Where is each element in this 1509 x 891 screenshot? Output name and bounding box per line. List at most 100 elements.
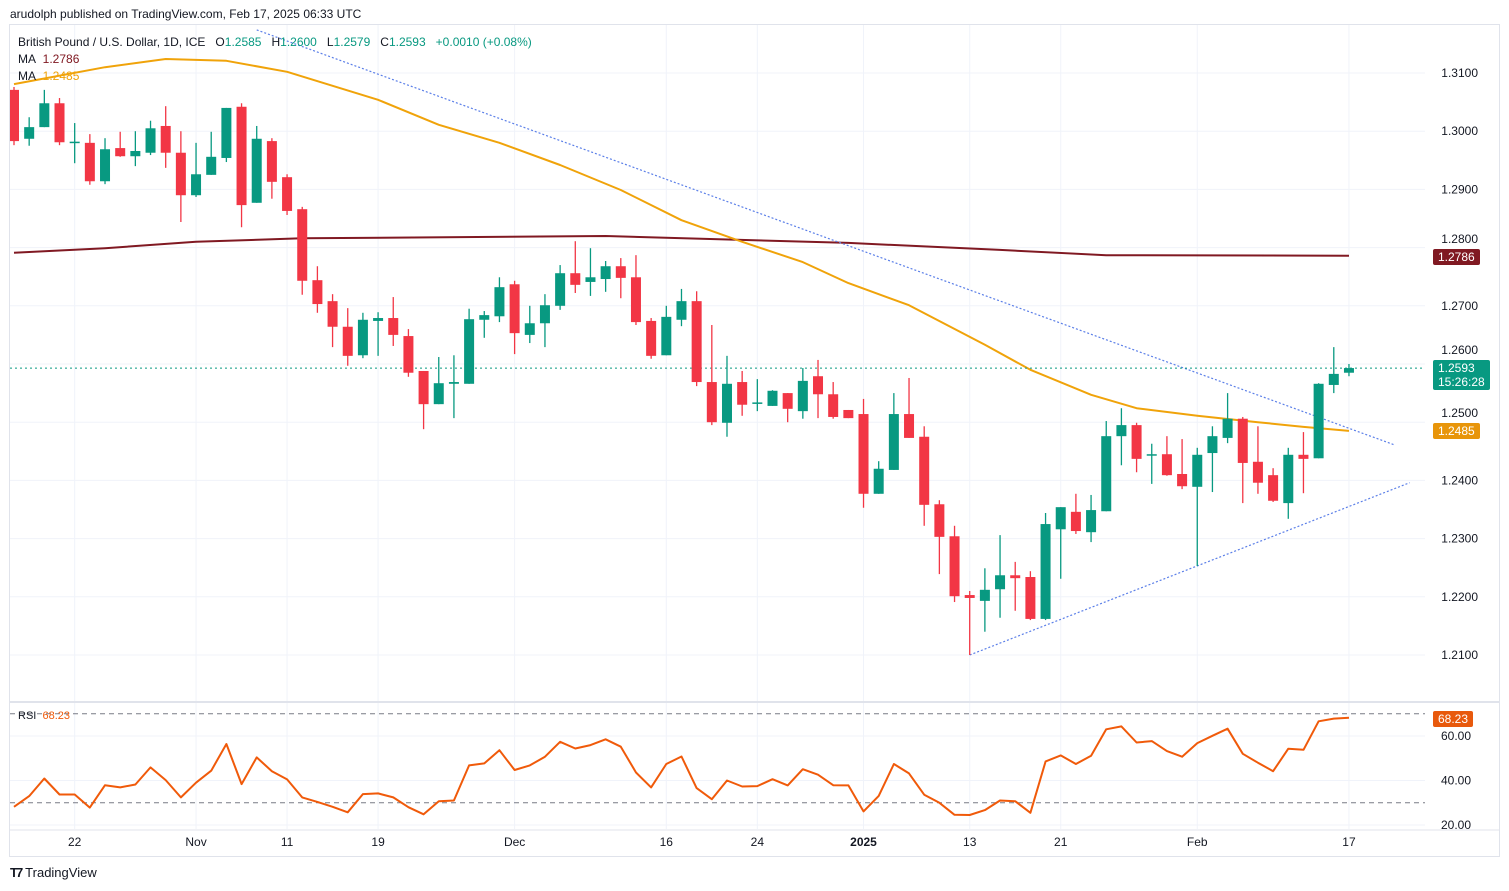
candle[interactable] [873, 461, 884, 494]
candle[interactable] [403, 329, 414, 377]
candle[interactable] [813, 359, 824, 419]
candle[interactable] [1055, 507, 1066, 579]
candle[interactable] [251, 125, 262, 203]
candle[interactable] [1010, 561, 1021, 611]
candle[interactable] [479, 311, 490, 338]
candle[interactable] [630, 255, 641, 326]
candle[interactable] [1283, 447, 1294, 519]
ma50-legend[interactable]: MA 1.2485 [18, 69, 79, 83]
candle[interactable] [1146, 443, 1157, 484]
candle[interactable] [1177, 439, 1188, 490]
candle[interactable] [312, 266, 323, 313]
candle[interactable] [524, 305, 535, 344]
price-axis[interactable]: 1.3100 1.3000 1.2900 1.2800 1.2700 1.2600 1.25… [1441, 66, 1478, 662]
candle[interactable] [782, 393, 793, 423]
candle[interactable] [919, 426, 930, 526]
candle[interactable] [539, 294, 550, 348]
candle[interactable] [934, 500, 945, 575]
candle[interactable] [737, 370, 748, 416]
rsi-axis[interactable]: 60.00 40.00 20.00 [1441, 729, 1471, 832]
candle[interactable] [615, 258, 626, 299]
candle[interactable] [1161, 436, 1172, 476]
candle[interactable] [1237, 416, 1248, 504]
tradingview-logo[interactable]: T7 TradingView [10, 865, 97, 880]
candle[interactable] [69, 123, 80, 164]
candle[interactable] [721, 355, 732, 437]
candle[interactable] [509, 280, 520, 355]
candle[interactable] [1025, 571, 1036, 621]
candle[interactable] [1070, 493, 1081, 534]
candle[interactable] [1086, 494, 1097, 543]
candle[interactable] [433, 357, 444, 405]
ascending-trendline[interactable] [969, 482, 1410, 656]
candle[interactable] [418, 370, 429, 430]
candle[interactable] [1040, 512, 1051, 621]
candle[interactable] [1207, 426, 1218, 493]
candle[interactable] [494, 277, 505, 323]
candle[interactable] [1328, 347, 1339, 394]
ma200-legend[interactable]: MA 1.2786 [18, 52, 79, 66]
candle[interactable] [282, 174, 293, 216]
candle[interactable] [115, 131, 126, 157]
candle[interactable] [54, 98, 65, 146]
candle[interactable] [797, 368, 808, 419]
candle[interactable] [661, 305, 672, 356]
price-pane[interactable] [9, 29, 1425, 656]
candle[interactable] [646, 318, 657, 359]
candle[interactable] [357, 312, 368, 359]
rsi-pane[interactable] [10, 713, 1425, 816]
candle[interactable] [1252, 426, 1263, 494]
candle[interactable] [904, 377, 915, 438]
candle[interactable] [24, 117, 35, 146]
candle[interactable] [949, 525, 960, 603]
candle[interactable] [266, 138, 277, 199]
candle[interactable] [100, 138, 111, 185]
candle[interactable] [1101, 421, 1112, 512]
candle[interactable] [297, 206, 308, 295]
candle[interactable] [828, 382, 839, 419]
descending-trendline[interactable] [256, 29, 1395, 446]
candle[interactable] [676, 288, 687, 327]
candle[interactable] [130, 131, 141, 167]
time-axis[interactable]: 22 Nov 11 19 Dec 16 24 2025 13 21 Feb 17 [68, 835, 1356, 849]
candle[interactable] [555, 265, 566, 310]
candle[interactable] [1131, 422, 1142, 473]
candle[interactable] [388, 297, 399, 346]
candle[interactable] [1313, 383, 1324, 459]
candle[interactable] [1268, 468, 1279, 502]
candle[interactable] [1343, 364, 1354, 377]
candle[interactable] [160, 106, 171, 168]
candle[interactable] [342, 308, 353, 366]
candle[interactable] [175, 131, 186, 222]
candle[interactable] [1222, 393, 1233, 444]
candle[interactable] [995, 535, 1006, 618]
candle[interactable] [600, 260, 611, 292]
candle[interactable] [979, 568, 990, 632]
candle[interactable] [964, 590, 975, 655]
candle[interactable] [448, 355, 459, 419]
candle[interactable] [84, 134, 95, 185]
candle[interactable] [464, 308, 475, 384]
candle[interactable] [206, 131, 217, 175]
rsi-legend[interactable]: RSI 68.23 [18, 710, 70, 722]
candle[interactable] [752, 379, 763, 412]
candle[interactable] [191, 142, 202, 197]
candle[interactable] [1298, 432, 1309, 494]
candle[interactable] [691, 291, 702, 387]
candle[interactable] [843, 409, 854, 419]
candle[interactable] [221, 107, 232, 163]
candle[interactable] [570, 241, 581, 293]
candle[interactable] [145, 120, 156, 156]
candle[interactable] [1116, 408, 1127, 466]
candle[interactable] [373, 312, 384, 356]
candle[interactable] [236, 103, 247, 228]
candle[interactable] [39, 89, 50, 128]
candle[interactable] [9, 86, 19, 146]
candle[interactable] [858, 398, 869, 508]
candle[interactable] [706, 325, 717, 426]
candle[interactable] [888, 393, 899, 470]
candle[interactable] [1192, 447, 1203, 566]
candle[interactable] [585, 248, 596, 296]
symbol-legend[interactable]: British Pound / U.S. Dollar, 1D, ICE O1.… [18, 35, 532, 49]
